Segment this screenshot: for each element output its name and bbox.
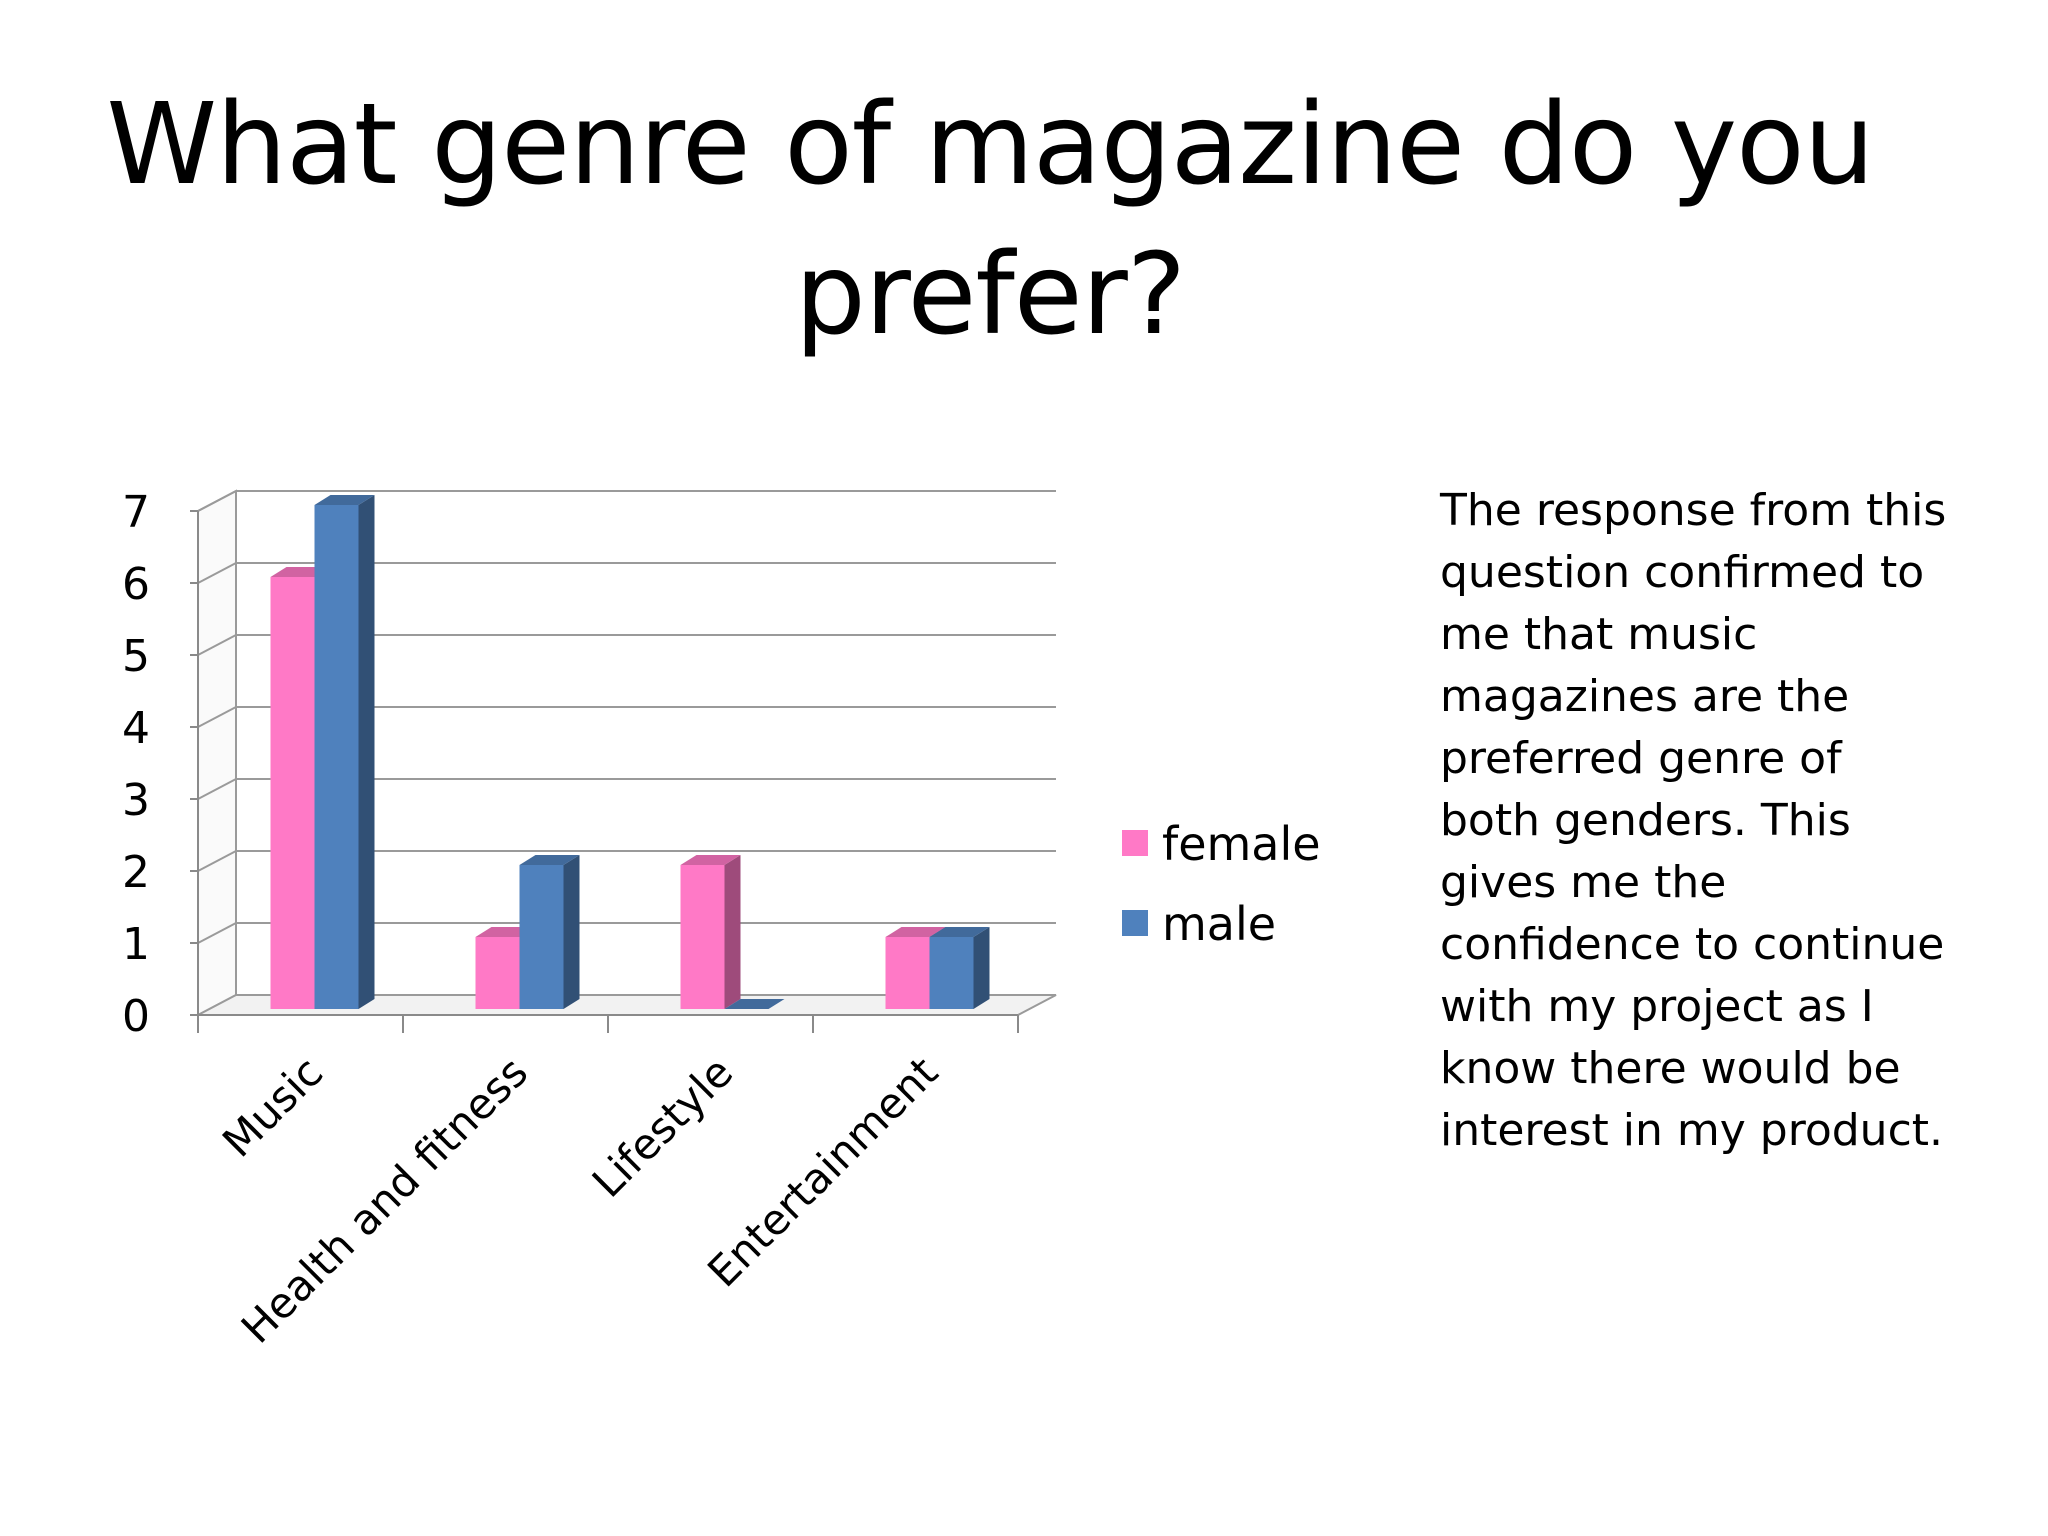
bar-top-male <box>314 495 375 505</box>
x-category-label: Music <box>213 1047 332 1166</box>
y-tick-label: 3 <box>122 775 150 826</box>
bar-top-female <box>885 927 946 937</box>
bar-female <box>475 937 520 1009</box>
commentary-line: know there would be <box>1440 1043 1901 1094</box>
bar-female <box>270 577 315 1009</box>
y-tick-label: 2 <box>122 847 150 898</box>
bar-side-male <box>973 927 990 1009</box>
y-tick-label: 6 <box>122 559 150 610</box>
x-category-label: Lifestyle <box>583 1047 742 1206</box>
commentary-line: question confirmed to <box>1440 547 1925 598</box>
slide-title: What genre of magazine do you prefer? <box>80 70 1900 370</box>
bar-male <box>519 865 564 1009</box>
commentary-line: with my project as I <box>1440 981 1874 1032</box>
bar-side-female <box>724 855 741 1009</box>
legend-label-male: male <box>1162 897 1276 951</box>
gridline-diagonal <box>197 634 237 656</box>
bar-male <box>929 937 974 1009</box>
slide-title-line-2: prefer? <box>794 230 1186 360</box>
commentary-line: gives me the <box>1440 857 1727 908</box>
commentary-text: The response from this question confirme… <box>1440 480 1960 1162</box>
bar-top-male <box>519 855 580 865</box>
legend-swatch-female <box>1122 830 1148 856</box>
commentary-line: confidence to continue <box>1440 919 1945 970</box>
bar-top-male <box>929 927 990 937</box>
commentary-line: magazines are the <box>1440 671 1850 722</box>
bar-side-male <box>563 855 580 1009</box>
slide-title-line-1: What genre of magazine do you <box>106 80 1874 210</box>
bar-male <box>314 505 359 1009</box>
bar-female <box>885 937 930 1009</box>
genre-preference-chart: 0 1 2 3 4 5 6 7 Music Health and fitness Lifestyle… <box>0 440 1400 1440</box>
commentary-line: interest in my product. <box>1440 1105 1943 1156</box>
bar-side-male <box>358 495 375 1009</box>
side-wall <box>197 489 237 1017</box>
gridline-diagonal <box>197 490 237 512</box>
commentary-line: The response from this <box>1440 485 1947 536</box>
gridline-diagonal <box>197 850 237 872</box>
bar-female <box>680 865 725 1009</box>
gridline-diagonal <box>197 562 237 584</box>
y-tick-label: 0 <box>122 991 150 1042</box>
bar-top-male <box>724 999 785 1009</box>
commentary-line: preferred genre of <box>1440 733 1842 784</box>
gridline-diagonal <box>197 922 237 944</box>
bar-top-female <box>680 855 741 865</box>
legend-label-female: female <box>1162 817 1321 871</box>
y-tick-label: 5 <box>122 631 150 682</box>
y-tick-label: 1 <box>122 919 150 970</box>
y-tick-label: 7 <box>122 487 150 538</box>
gridline-diagonal <box>197 706 237 728</box>
commentary-line: me that music <box>1440 609 1758 660</box>
commentary-line: both genders. This <box>1440 795 1851 846</box>
gridline-diagonal <box>197 778 237 800</box>
y-tick-label: 4 <box>122 703 150 754</box>
legend-swatch-male <box>1122 910 1148 936</box>
